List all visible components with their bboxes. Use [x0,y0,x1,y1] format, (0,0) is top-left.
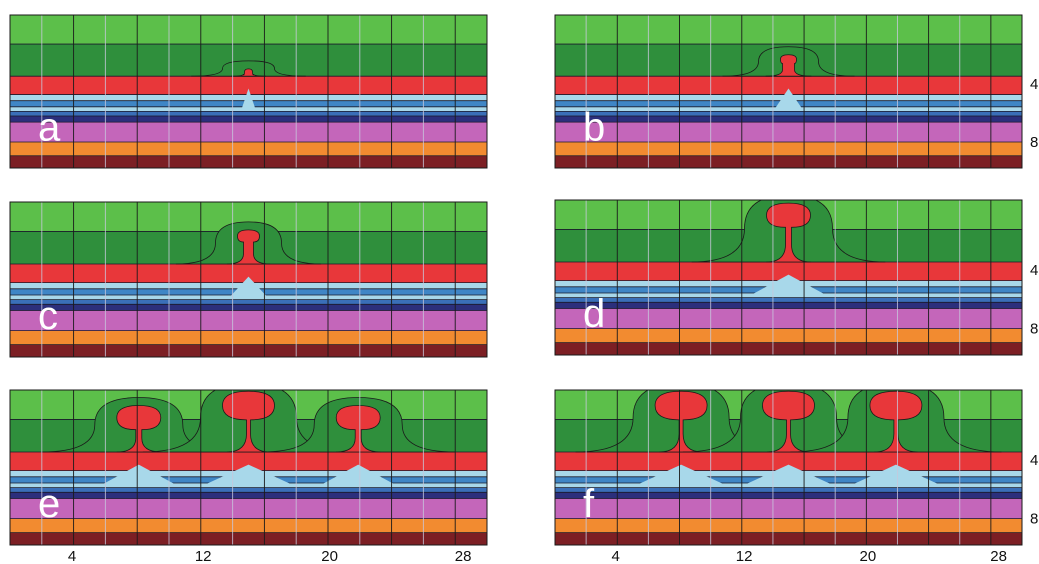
layer [10,331,487,345]
right-tick-label: 8 [1030,321,1038,338]
layer [555,116,1022,123]
panel-label: f [583,482,595,526]
layer [10,492,487,499]
panel-label: a [38,105,61,149]
panel: b [555,15,1022,169]
right-tick-label: 4 [1030,76,1038,93]
layer [10,156,487,169]
panel: d [555,195,1022,355]
layer [555,156,1022,169]
layer [555,122,1022,142]
panel-label: c [38,294,58,338]
x-tick-label: 12 [736,548,753,564]
x-tick-label: 12 [195,548,212,564]
panel: c [10,202,487,358]
layer [10,533,487,546]
layer [10,519,487,533]
layer [555,302,1022,309]
panel-body [10,383,487,545]
layer [555,343,1022,356]
layer [10,311,487,332]
right-tick-label: 4 [1030,452,1038,469]
layer [10,122,487,142]
layer [555,492,1022,499]
panel-body [555,383,1022,545]
panel: a [10,15,487,169]
panel-body [10,15,487,169]
x-tick-label: 20 [860,548,877,564]
layer [555,533,1022,546]
layer [10,304,487,311]
x-tick-label: 4 [68,548,76,564]
panel: e [10,383,487,545]
layer [10,142,487,156]
panel-label: b [583,105,605,149]
panel-label: e [38,482,60,526]
layer [10,345,487,358]
panel-body [555,195,1022,355]
x-tick-label: 20 [321,548,338,564]
figure: a b 4 8 c d 4 8 e 4 12 20 28 f 4 8 4 12 20 28 [0,0,1039,564]
x-tick-label: 28 [455,548,472,564]
right-tick-label: 8 [1030,511,1038,528]
layer [10,116,487,123]
layer [10,499,487,520]
layer [555,519,1022,533]
layer [555,329,1022,343]
panel-body [555,15,1022,169]
layer [10,15,487,45]
panel: f [555,383,1022,545]
layer [555,15,1022,45]
right-tick-label: 8 [1030,134,1038,151]
layer [555,142,1022,156]
layer [555,309,1022,330]
right-tick-label: 4 [1030,262,1038,279]
layer [555,499,1022,520]
x-tick-label: 4 [612,548,620,564]
panel-body [10,202,487,358]
panel-label: d [583,292,605,336]
x-tick-label: 28 [990,548,1007,564]
